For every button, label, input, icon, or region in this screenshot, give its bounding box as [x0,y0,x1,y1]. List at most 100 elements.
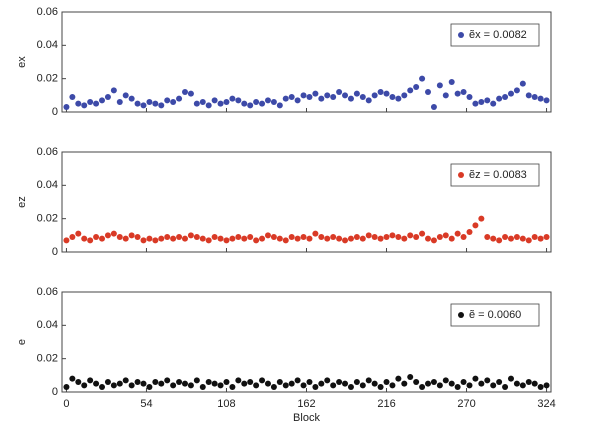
point [241,380,248,387]
x-axis-label: Block [293,412,320,424]
point [466,382,473,389]
y-tick-label: 0 [52,106,58,118]
point [365,377,372,384]
point [134,100,141,107]
point [484,97,491,104]
point [199,99,206,105]
point [288,94,295,100]
point [128,232,135,239]
point [110,87,117,94]
legend-label: ẽx = 0.0082 [469,29,527,41]
point [176,379,183,385]
point [87,377,94,384]
point [181,89,188,95]
point [472,375,479,382]
point [176,95,183,102]
legend-box [450,303,540,327]
point [187,90,194,97]
point [460,234,467,240]
point [282,95,289,102]
point [223,379,230,385]
legend-label: ẽ = 0.0060 [469,309,521,321]
point [436,82,443,89]
point [531,380,538,387]
point [69,375,76,382]
point [264,97,271,104]
point [241,235,248,242]
point [276,379,283,385]
point [454,230,461,237]
point [264,380,271,387]
point [229,95,236,102]
point [300,382,307,389]
point [507,235,514,242]
point [466,94,473,100]
point [247,234,254,240]
point [306,379,313,385]
point [525,379,532,385]
point [543,234,550,240]
point [235,234,242,240]
y-tick-label: 0 [52,386,58,398]
point [407,232,414,239]
point [140,380,147,387]
point [460,89,467,95]
point [181,235,188,242]
point [270,234,277,240]
point [347,95,354,102]
x-tick-label: 324 [537,398,555,410]
point [75,379,82,385]
point [383,90,390,97]
point [164,377,171,384]
point [181,380,188,387]
y-tick-label: 0.02 [37,353,58,365]
y-tick-label: 0.04 [37,319,58,331]
point [104,379,111,385]
point [502,234,509,240]
point [146,99,153,105]
point [490,235,497,242]
point [93,100,100,107]
y-axis-label: ex [16,56,28,68]
point [389,232,396,239]
point [519,235,526,242]
point [401,235,408,242]
point [490,382,497,389]
point [158,102,165,109]
point [353,234,360,240]
point [134,234,141,240]
point [419,75,426,82]
point [87,237,94,244]
point [205,102,212,109]
point [229,384,236,390]
point [347,235,354,242]
point [425,89,432,95]
point [336,89,343,95]
point [383,234,390,240]
point [276,102,283,109]
point [460,379,467,385]
point [502,384,509,390]
point [324,377,331,384]
point [122,377,129,384]
x-tick-label: 270 [457,398,475,410]
y-axis-label: ez [16,196,28,208]
point [170,99,177,105]
point [99,384,106,390]
point [383,379,390,385]
legend-marker [458,312,464,318]
point [170,382,177,389]
point [217,235,224,242]
point [140,237,147,244]
point [187,382,194,389]
x-tick-label: 108 [217,398,235,410]
point [75,230,82,237]
point [128,382,135,389]
point [270,384,277,390]
point [211,380,218,387]
point [472,100,479,107]
point [484,377,491,384]
y-tick-label: 0.06 [37,146,58,158]
